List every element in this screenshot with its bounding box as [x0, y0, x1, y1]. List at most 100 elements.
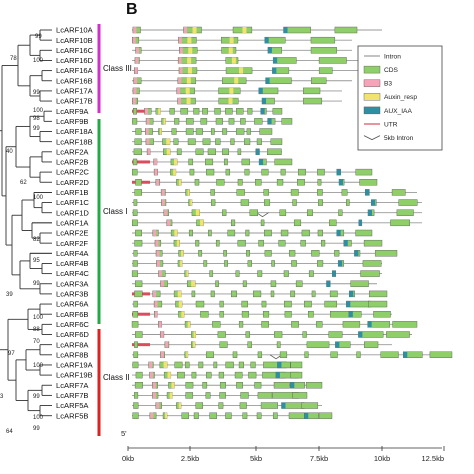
b3-domain: [160, 351, 164, 358]
cds-block: [308, 311, 314, 318]
cds-block: [241, 311, 249, 318]
gene-structure-row: [132, 26, 382, 34]
cds-block: [308, 270, 314, 277]
cds-block: [288, 412, 307, 419]
auxin-resp-domain: [185, 87, 190, 94]
b3-domain: [132, 37, 136, 44]
b3-domain: [153, 230, 157, 236]
cds-block: [329, 290, 338, 298]
cds-block: [203, 260, 208, 267]
aux-iaa-domain: [354, 250, 359, 257]
b3-domain: [161, 189, 165, 196]
cds-block: [245, 229, 250, 237]
b3-domain: [152, 382, 156, 389]
cds-block: [391, 189, 406, 196]
auxin-resp-domain: [186, 351, 188, 358]
legend-item: Auxin_resp: [363, 93, 417, 101]
bootstrap-value: 99: [33, 126, 40, 132]
auxin-resp-domain: [173, 169, 176, 176]
legend-swatch: [363, 65, 381, 74]
cds-block: [292, 199, 297, 206]
legend-swatch: [363, 106, 381, 115]
aux-iaa-domain: [348, 311, 353, 318]
axis-tick-label: 12.5kb: [421, 454, 444, 463]
gene-structure-row: [132, 300, 388, 308]
cds-block: [272, 107, 283, 115]
cds-block: [135, 371, 143, 379]
cds-block: [191, 290, 196, 298]
gene-structure-row: [132, 392, 308, 399]
cds-block: [261, 300, 267, 308]
legend-item: Intron: [364, 53, 401, 60]
cds-block: [213, 361, 218, 369]
cds-block: [194, 179, 200, 186]
cds-block: [355, 229, 373, 237]
cds-block: [131, 219, 138, 227]
cds-block: [257, 392, 273, 399]
cds-block: [212, 321, 221, 328]
cds-block: [261, 168, 269, 176]
cds-block: [257, 351, 263, 358]
cds-block: [280, 229, 289, 237]
gene-label: LcARF6C: [56, 320, 89, 329]
cds-block: [191, 371, 197, 379]
gene-label: LcARF19A: [56, 361, 94, 370]
gene-structure-row: [132, 67, 362, 74]
cds-block: [273, 382, 290, 389]
gene-structure-row: [132, 148, 282, 156]
aux-iaa-domain: [265, 77, 270, 84]
cds-block: [248, 371, 257, 379]
gene-structure-row: [132, 311, 392, 318]
auxin-resp-domain: [193, 341, 196, 348]
auxin-resp-domain: [229, 37, 234, 44]
cds-block: [219, 341, 228, 348]
cds-block: [134, 138, 142, 145]
cds-block: [230, 138, 235, 145]
auxin-resp-domain: [186, 98, 191, 105]
aux-iaa-domain: [326, 280, 331, 287]
auxin-resp-domain: [191, 280, 196, 287]
gene-label: LcARF2D: [56, 178, 89, 187]
cds-block: [321, 239, 326, 247]
cds-block: [264, 250, 272, 257]
b3-domain: [165, 341, 169, 348]
bootstrap-value: 99: [33, 426, 40, 432]
gene-label: LcARF1A: [56, 218, 89, 227]
gene-label: LcARF2C: [56, 168, 89, 177]
cds-block: [236, 189, 245, 196]
b3-domain: [153, 290, 157, 297]
cds-block: [346, 199, 350, 206]
axis-origin-label: 5': [121, 429, 127, 438]
cds-block: [364, 341, 379, 348]
cds-block: [132, 260, 138, 267]
axis-tick-label: 10kb: [374, 454, 390, 463]
gene-structure-row: [131, 270, 382, 277]
aux-iaa-domain: [264, 37, 269, 44]
cds-block: [334, 250, 340, 257]
cds-block: [274, 331, 283, 338]
gene-structure-row: [132, 87, 342, 95]
aux-iaa-domain: [261, 98, 266, 105]
cds-block: [222, 148, 229, 156]
cds-block: [328, 331, 343, 338]
cds-block: [259, 128, 273, 135]
cds-block: [132, 107, 137, 115]
cds-block: [181, 412, 189, 419]
cds-block: [284, 311, 292, 318]
cds-block: [217, 331, 226, 338]
cds-block: [132, 412, 139, 419]
bootstrap-value: 100: [33, 58, 44, 64]
gene-label: LcARF8B: [56, 350, 89, 359]
aux-iaa-domain: [277, 361, 282, 368]
cds-block: [281, 118, 293, 125]
cds-block: [244, 138, 251, 145]
cds-block: [374, 250, 398, 257]
cds-block: [131, 321, 139, 328]
gene-structure-row: [132, 107, 283, 115]
gene-structure-row: [132, 36, 352, 44]
legend-label: B3: [384, 81, 392, 88]
cds-block: [258, 239, 264, 247]
cds-block: [276, 341, 281, 348]
b3-domain: [158, 270, 162, 277]
cds-block: [227, 229, 236, 237]
